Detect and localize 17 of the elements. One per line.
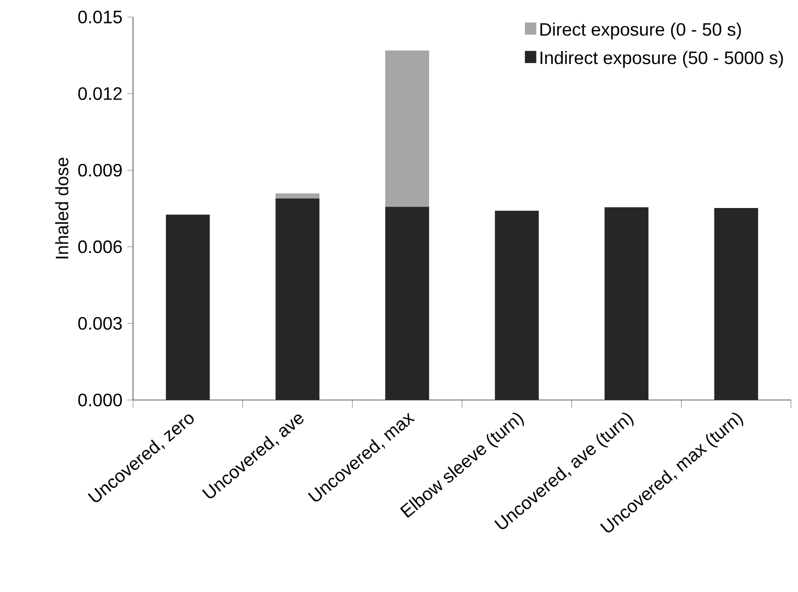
bar bbox=[385, 206, 430, 400]
legend-label: Indirect exposure (50 - 5000 s) bbox=[540, 50, 783, 68]
y-axis-title: Inhaled dose bbox=[55, 158, 68, 258]
bar bbox=[385, 50, 430, 207]
bar bbox=[494, 210, 539, 400]
y-tick-label: 0.009 bbox=[78, 164, 122, 177]
y-tick-label: 0.012 bbox=[78, 87, 122, 100]
bar bbox=[166, 214, 210, 400]
legend-label: Direct exposure (0 - 50 s) bbox=[540, 22, 741, 40]
y-tick-label: 0.015 bbox=[78, 10, 122, 24]
y-tick-label: 0.006 bbox=[78, 240, 122, 254]
y-tick-label: 0.003 bbox=[78, 317, 122, 330]
y-tick-label: 0.000 bbox=[78, 394, 122, 406]
bar bbox=[604, 207, 648, 400]
bar bbox=[276, 193, 320, 199]
bar bbox=[714, 208, 758, 400]
bar bbox=[276, 198, 320, 400]
